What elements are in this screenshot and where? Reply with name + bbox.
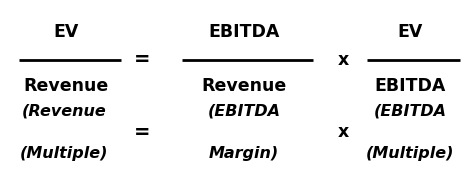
Text: (EBITDA: (EBITDA (374, 103, 447, 118)
Text: =: = (134, 123, 150, 142)
Text: (Multiple): (Multiple) (366, 146, 454, 161)
Text: Margin): Margin) (209, 146, 279, 161)
Text: EV: EV (54, 23, 79, 41)
Text: (Multiple): (Multiple) (20, 146, 108, 161)
Text: (EBITDA: (EBITDA (208, 103, 281, 118)
Text: EV: EV (397, 23, 423, 41)
Text: EBITDA: EBITDA (209, 23, 280, 41)
Text: EBITDA: EBITDA (374, 77, 446, 95)
Text: =: = (134, 50, 150, 69)
Text: Revenue: Revenue (201, 77, 287, 95)
Text: x: x (338, 51, 349, 69)
Text: x: x (338, 124, 349, 141)
Text: Revenue: Revenue (24, 77, 109, 95)
Text: (Revenue: (Revenue (22, 103, 106, 118)
